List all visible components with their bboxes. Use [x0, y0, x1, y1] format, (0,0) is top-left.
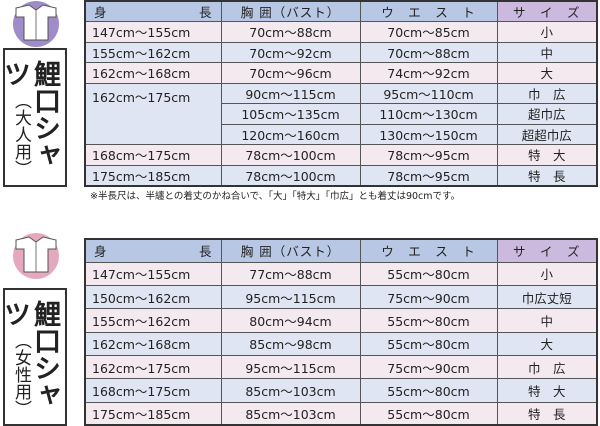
table-row: 175cm〜185cm 85cm〜103cm 55cm〜80cm 特 長 — [84, 401, 598, 426]
women-title: 鯉口シャツ — [0, 300, 60, 408]
waist-cell: 55cm〜80cm — [359, 378, 498, 403]
waist-cell: 74cm〜92cm — [359, 62, 498, 84]
size-cell: 巾 広 — [496, 82, 598, 104]
adult-size-table: 身長 胸 囲（バスト） ウ エ ス ト サ イ ズ 147cm〜155cm 70c… — [84, 0, 598, 187]
adult-shirt-icon — [13, 1, 59, 47]
size-cell: 超巾広 — [496, 103, 598, 125]
chest-cell: 80cm〜94cm — [220, 308, 361, 333]
table-header: 身長 胸 囲（バスト） ウ エ ス ト サ イ ズ — [84, 238, 598, 263]
height-cell: 162cm〜175cm — [84, 354, 222, 380]
chest-cell: 78cm〜100cm — [220, 144, 361, 166]
adult-note: ※半長尺は、半纏との着丈のかね合いで、「大」「特大」「巾広」とも着丈は90cmで… — [90, 191, 461, 202]
waist-cell: 55cm〜80cm — [359, 261, 498, 287]
waist-cell: 70cm〜85cm — [359, 21, 498, 43]
size-cell: 特 大 — [496, 378, 598, 403]
header-size: サ イ ズ — [496, 238, 598, 263]
chest-cell: 77cm〜88cm — [220, 261, 361, 287]
chest-cell: 85cm〜103cm — [220, 378, 361, 403]
height-cell: 155cm〜162cm — [84, 308, 222, 333]
header-height: 身長 — [84, 0, 222, 22]
table-header: 身長 胸 囲（バスト） ウ エ ス ト サ イ ズ — [84, 0, 598, 22]
table-row: 175cm〜185cm 78cm〜100cm 78cm〜95cm 特 長 — [84, 164, 598, 186]
table-row: 155cm〜162cm 80cm〜94cm 55cm〜80cm 中 — [84, 308, 598, 333]
header-height: 身長 — [84, 238, 222, 263]
waist-cell: 78cm〜95cm — [359, 144, 498, 166]
header-waist: ウ エ ス ト — [359, 0, 498, 22]
waist-cell: 75cm〜90cm — [359, 354, 498, 380]
table-row: 155cm〜162cm 70cm〜92cm 70cm〜88cm 中 — [84, 41, 598, 63]
women-size-table: 身長 胸 囲（バスト） ウ エ ス ト サ イ ズ 147cm〜155cm 77c… — [84, 238, 598, 426]
chest-cell: 120cm〜160cm — [220, 123, 361, 145]
height-cell: 162cm〜168cm — [84, 62, 222, 84]
chest-cell: 70cm〜96cm — [220, 62, 361, 84]
height-cell: 175cm〜185cm — [84, 401, 222, 426]
height-cell: 147cm〜155cm — [84, 261, 222, 287]
chest-cell: 85cm〜103cm — [220, 401, 361, 426]
size-cell: 大 — [496, 62, 598, 84]
chest-cell: 70cm〜88cm — [220, 21, 361, 43]
chest-cell: 95cm〜115cm — [220, 354, 361, 380]
table-row: 162cm〜175cm 95cm〜115cm 75cm〜90cm 巾 広 — [84, 354, 598, 380]
chest-cell: 70cm〜92cm — [220, 41, 361, 63]
height-cell: 168cm〜175cm — [84, 144, 222, 166]
size-cell: 大 — [496, 331, 598, 356]
chest-cell: 78cm〜100cm — [220, 164, 361, 186]
waist-cell: 70cm〜88cm — [359, 41, 498, 63]
header-size: サ イ ズ — [496, 0, 598, 22]
adult-subtitle: （大人用） — [11, 92, 31, 177]
chest-cell: 90cm〜115cm — [220, 82, 361, 104]
size-cell: 超超巾広 — [496, 123, 598, 145]
waist-cell: 55cm〜80cm — [359, 331, 498, 356]
adult-title: 鯉口シャツ — [0, 60, 60, 168]
table-row: 147cm〜155cm 70cm〜88cm 70cm〜85cm 小 — [84, 21, 598, 43]
size-cell: 中 — [496, 308, 598, 333]
header-waist: ウ エ ス ト — [359, 238, 498, 263]
women-subtitle: （女性用） — [11, 332, 31, 417]
table-row: 162cm〜168cm 70cm〜96cm 74cm〜92cm 大 — [84, 62, 598, 84]
waist-cell: 130cm〜150cm — [359, 123, 498, 145]
waist-cell: 78cm〜95cm — [359, 164, 498, 186]
table-row: 168cm〜175cm 85cm〜103cm 55cm〜80cm 特 大 — [84, 378, 598, 403]
height-cell: 175cm〜185cm — [84, 164, 222, 186]
height-cell: 162cm〜168cm — [84, 331, 222, 356]
height-cell: 168cm〜175cm — [84, 378, 222, 403]
waist-cell: 110cm〜130cm — [359, 103, 498, 125]
size-cell: 小 — [496, 261, 598, 287]
table-row: 168cm〜175cm 78cm〜100cm 78cm〜95cm 特 大 — [84, 144, 598, 166]
height-cell: 150cm〜162cm — [84, 285, 222, 310]
women-title-box: 鯉口シャツ （女性用） — [0, 288, 67, 426]
size-cell: 小 — [496, 21, 598, 43]
table-row: 147cm〜155cm 77cm〜88cm 55cm〜80cm 小 — [84, 261, 598, 287]
table-row: 162cm〜168cm 85cm〜98cm 55cm〜80cm 大 — [84, 331, 598, 356]
women-shirt-icon — [13, 233, 59, 279]
waist-cell: 95cm〜110cm — [359, 82, 498, 104]
waist-cell: 55cm〜80cm — [359, 308, 498, 333]
header-chest: 胸 囲（バスト） — [220, 238, 361, 263]
size-cell: 巾広丈短 — [496, 285, 598, 310]
adult-title-box: 鯉口シャツ （大人用） — [0, 48, 67, 187]
size-cell: 特 長 — [496, 401, 598, 426]
table-row: 150cm〜162cm 95cm〜115cm 75cm〜90cm 巾広丈短 — [84, 285, 598, 310]
chest-cell: 85cm〜98cm — [220, 331, 361, 356]
size-cell: 巾 広 — [496, 354, 598, 380]
header-chest: 胸 囲（バスト） — [220, 0, 361, 22]
chest-cell: 105cm〜135cm — [220, 103, 361, 125]
height-cell: 147cm〜155cm — [84, 21, 222, 43]
height-cell: 162cm〜175cm — [84, 82, 222, 145]
chest-cell: 95cm〜115cm — [220, 285, 361, 310]
size-cell: 特 大 — [496, 144, 598, 166]
waist-cell: 75cm〜90cm — [359, 285, 498, 310]
table-row: 162cm〜175cm 90cm〜115cm 95cm〜110cm 巾 広 — [84, 82, 598, 145]
size-cell: 中 — [496, 41, 598, 63]
size-cell: 特 長 — [496, 164, 598, 186]
waist-cell: 55cm〜80cm — [359, 401, 498, 426]
height-cell: 155cm〜162cm — [84, 41, 222, 63]
